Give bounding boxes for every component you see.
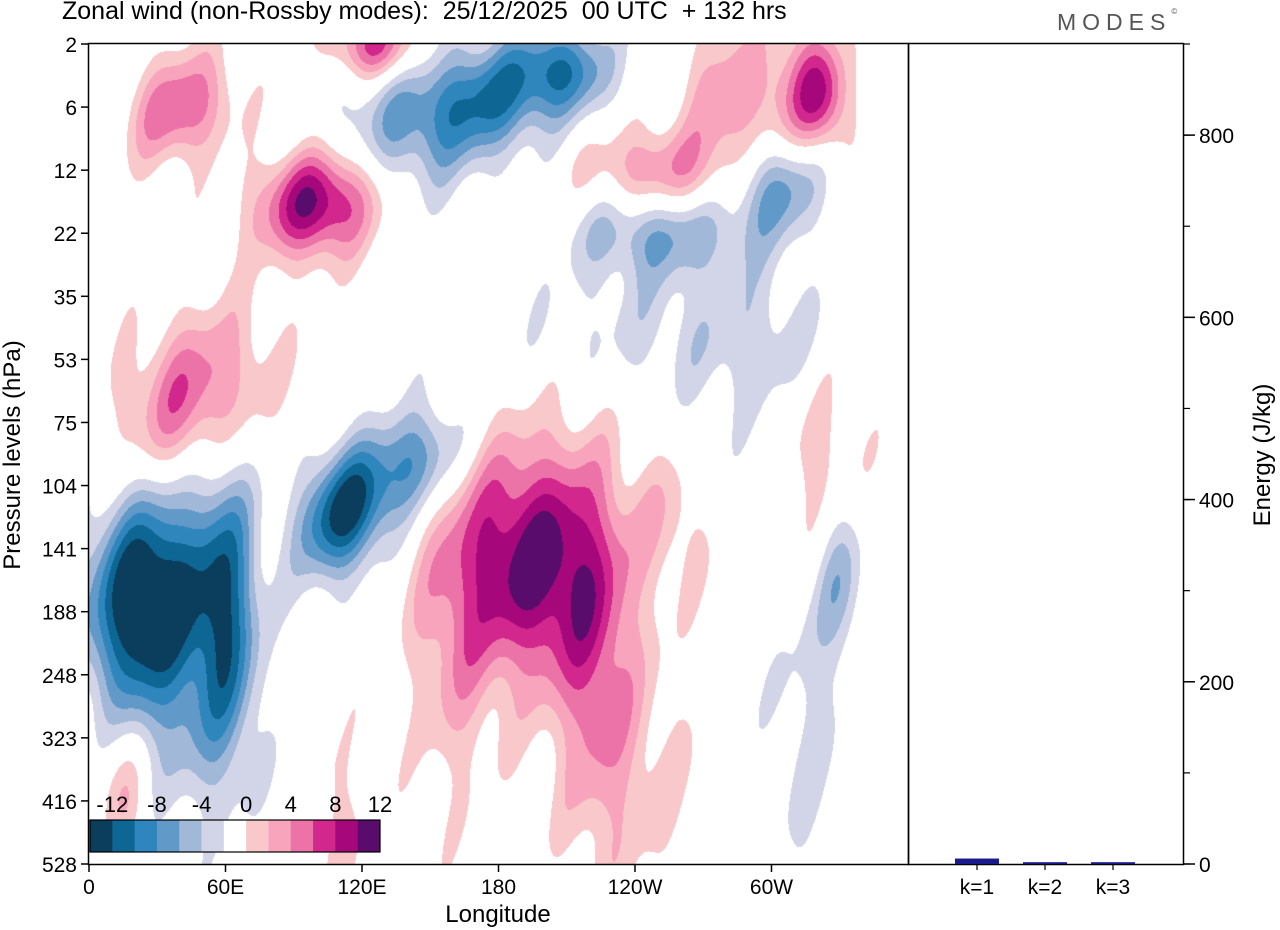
y-tick-label: 323 — [42, 728, 77, 751]
y-tick-label: 104 — [42, 476, 77, 499]
y-tick-label: 53 — [54, 349, 77, 372]
energy-bar-k2 — [1023, 862, 1067, 864]
energy-category-label: k=3 — [1096, 876, 1130, 899]
chart-title: Zonal wind (non-Rossby modes): 25/12/202… — [62, 0, 787, 25]
colorbar-swatch — [246, 820, 269, 852]
colorbar-tick-label: 4 — [285, 792, 297, 817]
energy-category-labels: k=1 k=2 k=3 — [960, 864, 1130, 899]
x-tick-label: 120W — [608, 876, 663, 899]
energy-bar-k3 — [1091, 862, 1135, 864]
zonal-wind-heatmap — [89, 44, 908, 864]
colorbar-swatch — [134, 820, 158, 852]
energy-tick-label: 200 — [1199, 672, 1234, 695]
energy-tick-label: 0 — [1199, 854, 1211, 877]
x-tick-label: 60E — [207, 876, 244, 899]
colorbar-tick-label: -12 — [96, 792, 128, 817]
colorbar-frame — [89, 819, 381, 853]
x-axis-ticks: 0 60E 120E 180 120W 60W — [83, 864, 793, 899]
colorbar-tick-label: 12 — [368, 792, 392, 817]
y-tick-label: 248 — [42, 665, 77, 688]
y-tick-label: 75 — [54, 412, 77, 435]
y-tick-label: 2 — [65, 34, 77, 57]
colorbar-tick-label: -4 — [192, 792, 212, 817]
y-tick-label: 528 — [42, 854, 77, 877]
colorbar-swatch — [112, 820, 136, 852]
colorbar-tick-label: 0 — [240, 792, 252, 817]
colorbar-swatch — [335, 820, 359, 852]
y-tick-label: 416 — [42, 791, 77, 814]
energy-tick-label: 800 — [1199, 125, 1234, 148]
y-tick-label: 22 — [54, 223, 77, 246]
y-axis-ticks: 2 6 12 22 35 53 75 104 141 188 248 323 416 528 — [42, 34, 89, 877]
energy-category-label: k=2 — [1028, 876, 1062, 899]
colorbar-tick-label: 8 — [329, 792, 341, 817]
x-axis-label: Longitude — [445, 901, 550, 928]
colorbar — [89, 819, 381, 853]
x-tick-label: 120E — [337, 876, 386, 899]
y-tick-label: 35 — [54, 286, 77, 309]
colorbar-tick-label: -8 — [147, 792, 167, 817]
energy-tick-label: 600 — [1199, 307, 1234, 330]
colorbar-swatch — [201, 820, 225, 852]
energy-bar-k1 — [955, 858, 999, 864]
logo-mark: © — [1171, 7, 1178, 16]
x-tick-label: 60W — [750, 876, 793, 899]
energy-tick-label: 400 — [1199, 490, 1234, 513]
colorbar-swatch — [290, 820, 314, 852]
energy-bars — [955, 858, 1135, 864]
colorbar-swatch — [223, 820, 247, 852]
colorbar-swatch — [313, 820, 336, 852]
colorbar-labels: -12 -8 -4 0 4 8 12 — [96, 792, 392, 817]
colorbar-swatch — [268, 820, 292, 852]
y-tick-label: 141 — [42, 539, 77, 562]
modes-logo: MODES© — [1057, 7, 1178, 36]
x-tick-label: 0 — [83, 876, 95, 899]
y-tick-label: 6 — [65, 97, 77, 120]
colorbar-swatch — [90, 820, 113, 852]
energy-category-label: k=1 — [960, 876, 994, 899]
y-tick-label: 12 — [54, 160, 77, 183]
x-tick-label: 180 — [481, 876, 516, 899]
energy-panel-frame — [907, 42, 1185, 866]
colorbar-swatch — [357, 820, 381, 852]
y-tick-label: 188 — [42, 602, 77, 625]
colorbar-swatch — [156, 820, 180, 852]
y-axis-label: Pressure levels (hPa) — [0, 340, 26, 569]
colorbar-swatch — [179, 820, 203, 852]
logo-text: MODES — [1057, 9, 1172, 35]
energy-axis-ticks: 0 200 400 600 800 — [1183, 43, 1234, 877]
energy-axis-label: Energy (J/kg) — [1249, 384, 1276, 527]
